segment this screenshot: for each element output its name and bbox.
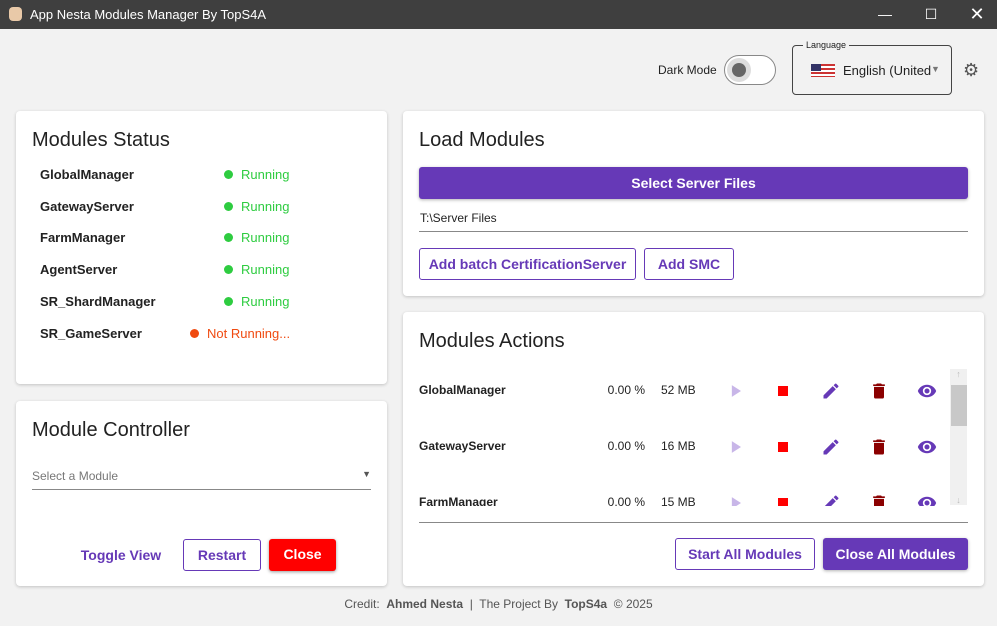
us-flag-icon (811, 64, 835, 77)
row-module-name: FarmManager (419, 495, 498, 506)
module-status: Running (224, 167, 289, 182)
module-name: GlobalManager (40, 167, 134, 182)
module-name: SR_GameServer (40, 325, 142, 341)
credit-label: Credit: (344, 597, 380, 611)
module-name: AgentServer (40, 262, 118, 278)
gear-icon[interactable]: ⚙ (963, 60, 980, 80)
load-modules-card: Load Modules Select Server Files T:\Serv… (403, 111, 984, 296)
close-module-button[interactable]: Close (269, 539, 336, 571)
edit-icon[interactable] (821, 437, 841, 457)
module-status: Running (224, 262, 289, 277)
row-module-name: GlobalManager (419, 383, 506, 397)
add-smc-button[interactable]: Add SMC (644, 248, 734, 280)
status-text: Running (241, 198, 290, 214)
dark-mode-label: Dark Mode (658, 63, 717, 77)
row-memory: 52 MB (661, 383, 696, 397)
scrollbar[interactable]: ↑ ↓ (950, 369, 967, 505)
restart-button[interactable]: Restart (183, 539, 261, 571)
status-dot-icon (224, 265, 233, 275)
load-modules-title: Load Modules (419, 129, 545, 151)
module-name: GatewayServer (40, 198, 134, 214)
chevron-down-icon: ▼ (362, 469, 371, 479)
dark-mode-toggle[interactable] (724, 55, 776, 85)
status-text: Running (241, 262, 290, 278)
language-value: English (United (843, 63, 932, 78)
scroll-down-icon[interactable]: ↓ (956, 495, 961, 505)
status-dot-icon (224, 201, 233, 211)
play-icon[interactable] (726, 493, 746, 506)
trash-icon[interactable] (869, 493, 889, 506)
app-icon (9, 7, 22, 21)
status-dot-icon (224, 296, 233, 306)
stop-icon[interactable] (773, 437, 793, 457)
select-server-files-button[interactable]: Select Server Files (419, 167, 968, 199)
copyright: © 2025 (613, 597, 653, 611)
row-memory: 16 MB (661, 439, 696, 453)
eye-icon[interactable] (917, 493, 937, 506)
trash-icon[interactable] (869, 437, 889, 457)
minimize-button[interactable]: — (878, 6, 892, 22)
module-action-row: GatewayServer 0.00 % 16 MB (403, 437, 943, 457)
module-action-row: FarmManager 0.00 % 15 MB (403, 493, 943, 506)
play-icon[interactable] (726, 381, 746, 401)
window-title: App Nesta Modules Manager By TopS4A (30, 7, 267, 22)
row-cpu: 0.00 % (607, 383, 645, 397)
module-name: SR_ShardManager (40, 293, 156, 309)
module-select[interactable]: Select a Module ▼ (32, 467, 371, 490)
language-label: Language (803, 40, 850, 50)
status-text: Not Running... (207, 325, 291, 341)
play-icon[interactable] (726, 437, 746, 457)
stop-icon[interactable] (773, 493, 793, 506)
status-dot-icon (190, 328, 199, 338)
edit-icon[interactable] (821, 493, 841, 506)
divider (419, 522, 968, 523)
close-window-button[interactable]: ✕ (969, 4, 985, 24)
module-status: Running (224, 230, 289, 245)
toggle-view-button[interactable]: Toggle View (80, 547, 162, 563)
scroll-up-icon[interactable]: ↑ (956, 369, 961, 379)
edit-icon[interactable] (821, 381, 841, 401)
status-text: Running (241, 230, 290, 246)
module-status: Running (224, 199, 289, 214)
trash-icon[interactable] (869, 381, 889, 401)
module-status: Running (224, 294, 289, 309)
close-all-modules-button[interactable]: Close All Modules (823, 538, 968, 570)
status-dot-icon (224, 170, 233, 179)
row-cpu: 0.00 % (607, 439, 645, 453)
separator: | (469, 597, 473, 611)
eye-icon[interactable] (917, 381, 937, 401)
modules-status-title: Modules Status (32, 129, 170, 151)
footer: Credit: Ahmed Nesta | The Project By Top… (0, 597, 997, 611)
title-bar: App Nesta Modules Manager By TopS4A — ☐ … (0, 0, 997, 29)
module-select-placeholder: Select a Module (32, 469, 119, 483)
project-name: TopS4a (564, 597, 608, 611)
module-controller-title: Module Controller (32, 419, 190, 441)
row-memory: 15 MB (661, 495, 696, 506)
module-action-row: GlobalManager 0.00 % 52 MB (403, 381, 943, 401)
stop-icon[interactable] (773, 381, 793, 401)
row-module-name: GatewayServer (419, 439, 506, 453)
status-text: Running (241, 293, 290, 309)
author-name: Ahmed Nesta (386, 597, 464, 611)
maximize-button[interactable]: ☐ (924, 6, 938, 22)
chevron-down-icon: ▼ (931, 64, 940, 74)
status-dot-icon (224, 233, 233, 243)
modules-actions-title: Modules Actions (419, 330, 565, 352)
start-all-modules-button[interactable]: Start All Modules (675, 538, 815, 570)
modules-status-card: Modules Status GlobalManager Running Gate… (16, 111, 387, 384)
row-cpu: 0.00 % (607, 495, 645, 506)
module-status: Not Running... (190, 326, 290, 341)
module-name: FarmManager (40, 230, 126, 246)
project-label: The Project By (479, 597, 558, 611)
modules-actions-card: Modules Actions GlobalManager 0.00 % 52 … (403, 312, 984, 586)
module-controller-card: Module Controller Select a Module ▼ Togg… (16, 401, 387, 586)
language-select[interactable]: Language English (United ▼ (792, 40, 952, 95)
scrollbar-thumb[interactable] (951, 385, 967, 426)
status-text: Running (241, 167, 290, 182)
server-path-input[interactable]: T:\Server Files (419, 211, 968, 232)
add-batch-certification-button[interactable]: Add batch CertificationServer (419, 248, 636, 280)
eye-icon[interactable] (917, 437, 937, 457)
actions-list: GlobalManager 0.00 % 52 MB GatewayServer… (403, 368, 968, 506)
